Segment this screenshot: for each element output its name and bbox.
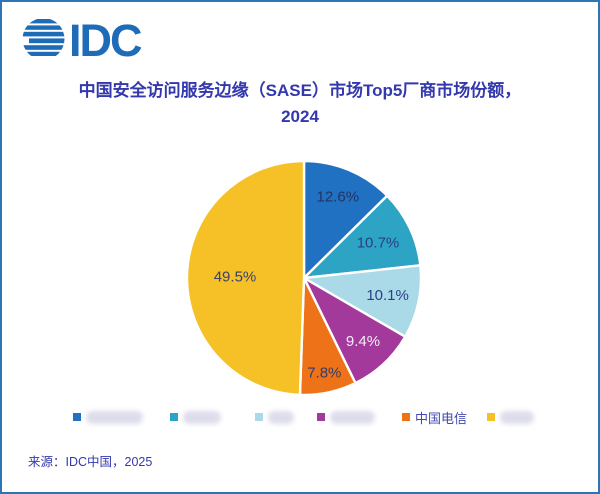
- pie-chart: 12.6% 10.7% 10.1% 9.4% 7.8% 49.5%: [172, 146, 436, 410]
- source-note: 来源：IDC中国，2025: [28, 455, 153, 469]
- chart-title: 中国安全访问服务边缘（SASE）市场Top5厂商市场份额， 2024: [2, 78, 598, 130]
- chart-legend: 中国电信: [2, 409, 598, 429]
- legend-label-redacted-1: [183, 410, 221, 424]
- pie-slice-5: [185, 159, 306, 397]
- pie-labels: 12.6% 10.7% 10.1% 9.4% 7.8% 49.5%: [214, 189, 409, 382]
- pie-slice-value-label-3: 9.4%: [346, 333, 380, 350]
- legend-item-3: [317, 409, 375, 425]
- legend-swatch-3: [317, 413, 325, 421]
- legend-label-redacted-0: [86, 410, 143, 424]
- legend-label-4: 中国电信: [415, 410, 468, 426]
- legend-item-5: [487, 409, 534, 425]
- legend-item-2: [255, 409, 294, 425]
- chart-title-line1: 中国安全访问服务边缘（SASE）市场Top5厂商市场份额，: [78, 81, 522, 100]
- idc-globe-icon: [22, 19, 65, 56]
- legend-swatch-5: [487, 413, 495, 421]
- legend-label-redacted-2: [268, 410, 294, 424]
- legend-label-redacted-3: [330, 410, 375, 424]
- pie-slice-0: [302, 159, 389, 280]
- pie-slice-2: [302, 264, 423, 338]
- chart-title-line2: 2024: [281, 107, 319, 126]
- idc-logo: IDC: [22, 16, 144, 62]
- pie-slice-value-label-5: 49.5%: [214, 268, 257, 285]
- legend-swatch-0: [73, 413, 81, 421]
- pie-slices: [185, 159, 423, 397]
- legend-swatch-1: [170, 413, 178, 421]
- pie-slice-1: [302, 194, 422, 280]
- idc-logo-text: IDC: [69, 16, 142, 62]
- legend-item-0: [73, 409, 143, 425]
- pie-slice-value-label-2: 10.1%: [366, 287, 409, 304]
- legend-swatch-4: [402, 413, 410, 421]
- pie-slice-value-label-1: 10.7%: [357, 234, 400, 251]
- legend-label-redacted-5: [500, 410, 534, 424]
- pie-slice-value-label-0: 12.6%: [317, 189, 360, 206]
- legend-swatch-2: [255, 413, 263, 421]
- legend-item-1: [170, 409, 221, 425]
- legend-item-4: 中国电信: [402, 409, 468, 426]
- pie-slice-value-label-4: 7.8%: [307, 365, 341, 382]
